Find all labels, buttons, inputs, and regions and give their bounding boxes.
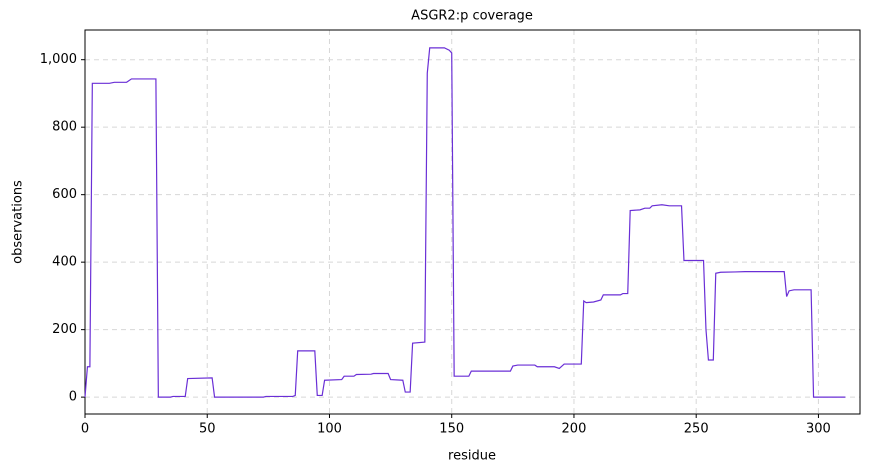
- x-tick-label: 250: [684, 422, 709, 437]
- x-tick-label: 50: [199, 422, 216, 437]
- y-axis-label: observations: [11, 180, 26, 264]
- x-tick-label: 0: [81, 422, 89, 437]
- coverage-line: [84, 47, 846, 398]
- chart-title: ASGR2:p coverage: [411, 9, 533, 24]
- y-tick-label: 800: [52, 120, 77, 135]
- x-axis-label: residue: [448, 449, 496, 464]
- y-tick-label: 200: [52, 322, 77, 337]
- x-tick-label: 300: [806, 422, 831, 437]
- x-tick-label: 150: [439, 422, 464, 437]
- x-tick-label: 200: [562, 422, 587, 437]
- y-tick-label: 400: [52, 255, 77, 270]
- y-tick-label: 0: [69, 390, 77, 405]
- y-tick-label: 600: [52, 187, 77, 202]
- x-tick-label: 100: [317, 422, 342, 437]
- y-tick-label: 1,000: [40, 52, 77, 67]
- plot-frame: [84, 29, 861, 415]
